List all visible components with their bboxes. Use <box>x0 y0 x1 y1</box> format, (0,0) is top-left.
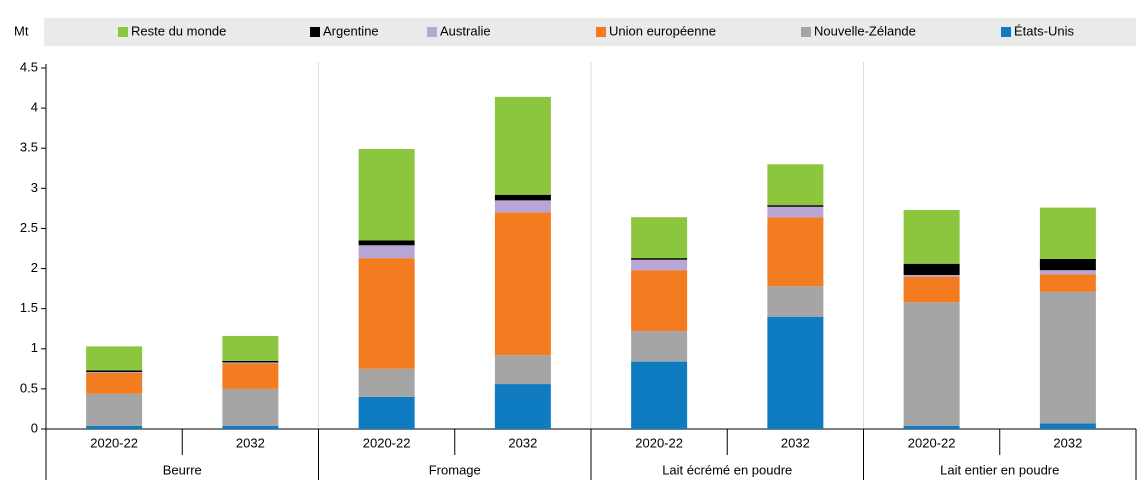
bar-segment <box>358 368 415 397</box>
y-tick-label: 0.5 <box>20 380 38 395</box>
y-tick-label: 2.5 <box>20 220 38 235</box>
legend-swatch <box>118 27 128 37</box>
x-tick-label: 2032 <box>1053 435 1082 450</box>
bar-segment <box>903 263 960 275</box>
x-tick-label: 2020-22 <box>635 435 683 450</box>
bar-segment <box>1039 423 1096 429</box>
legend-label: Australie <box>440 23 491 38</box>
bar-segment <box>767 217 824 287</box>
y-tick-label: 1 <box>31 340 38 355</box>
bar-segment <box>1039 291 1096 424</box>
bar-segment <box>222 363 279 389</box>
bar-segment <box>222 388 279 426</box>
bar-segment <box>494 212 551 356</box>
y-tick-label: 2 <box>31 260 38 275</box>
bar-segment <box>767 205 824 207</box>
bar-segment <box>358 258 415 369</box>
y-tick-label: 4.5 <box>20 59 38 74</box>
legend-band <box>44 18 1136 46</box>
bar-segment <box>86 372 143 394</box>
bar-segment <box>358 245 415 259</box>
y-tick-label: 4 <box>31 100 38 115</box>
x-tick-label: 2020-22 <box>90 435 138 450</box>
x-tick-label: 2020-22 <box>908 435 956 450</box>
legend-swatch <box>596 27 606 37</box>
bar-segment <box>358 396 415 429</box>
group-label: Lait entier en poudre <box>940 462 1059 477</box>
bar-segment <box>494 194 551 201</box>
bar-segment <box>631 331 688 362</box>
bar-segment <box>86 425 143 429</box>
bar-segment <box>767 316 824 429</box>
group-label: Fromage <box>429 462 481 477</box>
bar-segment <box>1039 270 1096 275</box>
bar-segment <box>358 149 415 241</box>
legend-label: Argentine <box>323 23 379 38</box>
bar-segment <box>903 425 960 429</box>
y-tick-label: 1.5 <box>20 300 38 315</box>
bar-segment <box>494 355 551 385</box>
bar-segment <box>222 360 279 363</box>
bar-segment <box>222 362 279 364</box>
bar-segment <box>222 425 279 429</box>
legend-swatch <box>427 27 437 37</box>
bar-segment <box>1039 258 1096 271</box>
bar-segment <box>767 286 824 317</box>
legend-label: Reste du monde <box>131 23 226 38</box>
y-tick-label: 0 <box>31 420 38 435</box>
bar-segment <box>903 302 960 426</box>
legend-label: États-Unis <box>1014 23 1074 38</box>
bar-segment <box>767 206 824 218</box>
group-label: Beurre <box>163 462 202 477</box>
bar-segment <box>1039 274 1096 292</box>
bar-segment <box>358 240 415 246</box>
bar-segment <box>903 209 960 264</box>
y-axis-label: Mt <box>14 23 29 38</box>
group-label: Lait écrémé en poudre <box>662 462 792 477</box>
bar-segment <box>86 372 143 373</box>
x-tick-label: 2032 <box>508 435 537 450</box>
bar-segment <box>494 96 551 195</box>
bar-segment <box>86 346 143 371</box>
bar-segment <box>494 200 551 213</box>
bar-segment <box>903 276 960 303</box>
legend-swatch <box>310 27 320 37</box>
y-tick-label: 3 <box>31 180 38 195</box>
legend-swatch <box>801 27 811 37</box>
bar-segment <box>222 335 279 361</box>
y-tick-label: 3.5 <box>20 140 38 155</box>
legend-swatch <box>1001 27 1011 37</box>
legend-label: Union européenne <box>609 23 716 38</box>
x-tick-label: 2032 <box>781 435 810 450</box>
x-tick-label: 2020-22 <box>363 435 411 450</box>
bar-segment <box>631 361 688 429</box>
bar-segment <box>631 258 688 260</box>
x-tick-label: 2032 <box>236 435 265 450</box>
bar-segment <box>631 259 688 271</box>
legend-label: Nouvelle-Zélande <box>814 23 916 38</box>
bar-segment <box>86 393 143 426</box>
bar-segment <box>903 274 960 277</box>
bar-segment <box>767 164 824 206</box>
bar-segment <box>86 370 143 373</box>
bar-segment <box>494 384 551 429</box>
bar-segment <box>631 217 688 259</box>
bar-segment <box>1039 207 1096 259</box>
bar-segment <box>631 270 688 332</box>
